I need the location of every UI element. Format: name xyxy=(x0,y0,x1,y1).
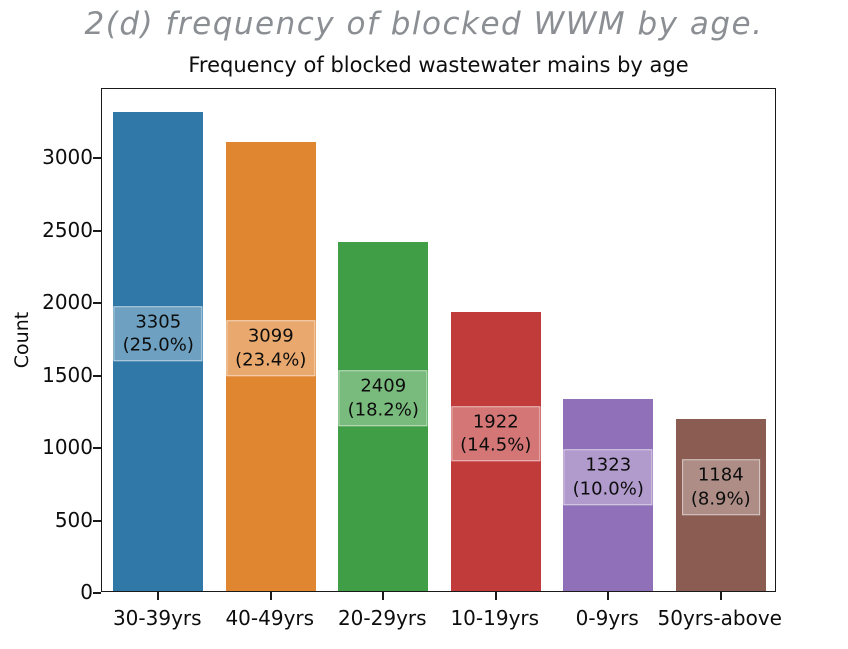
y-tick-label: 3000 xyxy=(42,145,93,170)
x-tick-label-0-9yrs: 0-9yrs xyxy=(575,606,639,630)
y-tick-label: 1500 xyxy=(42,362,93,387)
bar-value-label: 3305 (25.0%) xyxy=(113,305,203,362)
bar-count: 1184 xyxy=(697,464,744,486)
bar-40-49yrs: 3099 (23.4%) xyxy=(225,141,316,591)
bar-value-label: 1922 (14.5%) xyxy=(451,405,541,462)
bar-percent: (10.0%) xyxy=(572,478,644,500)
bar-count: 3305 xyxy=(135,310,182,332)
x-tick-mark xyxy=(157,592,160,600)
y-tick-mark xyxy=(93,447,101,450)
bar-count: 1922 xyxy=(472,410,519,432)
bar-percent: (14.5%) xyxy=(460,434,532,456)
bar-value-label: 2409 (18.2%) xyxy=(338,370,428,427)
bar-value-label: 1323 (10.0%) xyxy=(563,449,653,505)
x-tick-label-30-39yrs: 30-39yrs xyxy=(112,606,202,630)
figure-caption: 2(d) frequency of blocked WWM by age. xyxy=(84,6,764,42)
x-tick-mark xyxy=(382,592,385,600)
x-tick-mark xyxy=(719,592,722,600)
x-tick-label-20-29yrs: 20-29yrs xyxy=(337,606,427,630)
bar-0-9yrs: 1323 (10.0%) xyxy=(563,399,654,591)
y-tick-mark xyxy=(93,229,101,232)
bar-10-19yrs: 1922 (14.5%) xyxy=(450,312,541,591)
y-tick-label: 2500 xyxy=(42,217,93,242)
y-axis-label: Count xyxy=(11,311,33,369)
y-tick-label: 500 xyxy=(54,507,93,532)
bar-value-label: 1184 (8.9%) xyxy=(681,459,760,515)
bar-percent: (8.9%) xyxy=(690,488,751,510)
y-tick-mark xyxy=(93,302,101,305)
x-tick-label-50yrs-above: 50yrs-above xyxy=(657,606,782,630)
y-tick-label: 0 xyxy=(80,580,93,604)
y-tick-mark xyxy=(93,519,101,522)
bar-count: 3099 xyxy=(247,325,294,347)
y-tick-label: 2000 xyxy=(42,290,93,315)
bar-count: 1323 xyxy=(585,454,632,476)
bar-percent: (23.4%) xyxy=(235,349,307,371)
x-tick-label-10-19yrs: 10-19yrs xyxy=(450,606,540,630)
x-tick-mark xyxy=(494,592,497,600)
x-tick-mark xyxy=(607,592,610,600)
bar-percent: (18.2%) xyxy=(347,399,419,421)
plot-area: 3305 (25.0%) 3099 (23.4%) 2409 (18.2%) 1922 (14… xyxy=(93,88,776,600)
y-tick-mark xyxy=(93,374,101,377)
y-tick-mark xyxy=(93,592,101,594)
chart-title: Frequency of blocked wastewater mains by… xyxy=(188,53,689,77)
bar-percent: (25.0%) xyxy=(122,334,194,356)
bar-30-39yrs: 3305 (25.0%) xyxy=(113,112,204,591)
x-tick-label-40-49yrs: 40-49yrs xyxy=(225,606,315,630)
bar-count: 2409 xyxy=(360,375,407,397)
bar-20-29yrs: 2409 (18.2%) xyxy=(338,241,429,591)
bar-50yrs-above: 1184 (8.9%) xyxy=(675,419,766,591)
y-tick-label: 1000 xyxy=(42,435,93,460)
y-tick-mark xyxy=(93,157,101,160)
bar-value-label: 3099 (23.4%) xyxy=(226,320,316,377)
x-tick-mark xyxy=(269,592,272,600)
